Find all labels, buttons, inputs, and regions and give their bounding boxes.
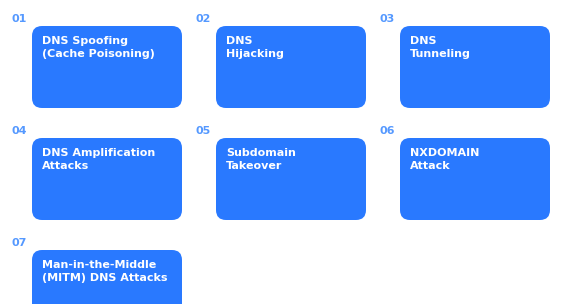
FancyBboxPatch shape bbox=[32, 250, 182, 304]
Text: 04: 04 bbox=[12, 126, 27, 136]
Text: 05: 05 bbox=[196, 126, 211, 136]
Text: 07: 07 bbox=[12, 238, 27, 248]
FancyBboxPatch shape bbox=[32, 26, 182, 108]
Text: DNS
Hijacking: DNS Hijacking bbox=[226, 36, 284, 59]
FancyBboxPatch shape bbox=[400, 26, 550, 108]
Text: 06: 06 bbox=[380, 126, 395, 136]
Text: 03: 03 bbox=[380, 14, 395, 24]
Text: DNS
Tunneling: DNS Tunneling bbox=[410, 36, 471, 59]
Text: DNS Spoofing
(Cache Poisoning): DNS Spoofing (Cache Poisoning) bbox=[42, 36, 155, 59]
FancyBboxPatch shape bbox=[32, 138, 182, 220]
FancyBboxPatch shape bbox=[216, 138, 366, 220]
Text: 01: 01 bbox=[12, 14, 27, 24]
Text: NXDOMAIN
Attack: NXDOMAIN Attack bbox=[410, 148, 479, 171]
Text: DNS Amplification
Attacks: DNS Amplification Attacks bbox=[42, 148, 155, 171]
Text: Subdomain
Takeover: Subdomain Takeover bbox=[226, 148, 296, 171]
FancyBboxPatch shape bbox=[216, 26, 366, 108]
Text: 02: 02 bbox=[196, 14, 211, 24]
Text: Man-in-the-Middle
(MITM) DNS Attacks: Man-in-the-Middle (MITM) DNS Attacks bbox=[42, 260, 167, 283]
FancyBboxPatch shape bbox=[400, 138, 550, 220]
